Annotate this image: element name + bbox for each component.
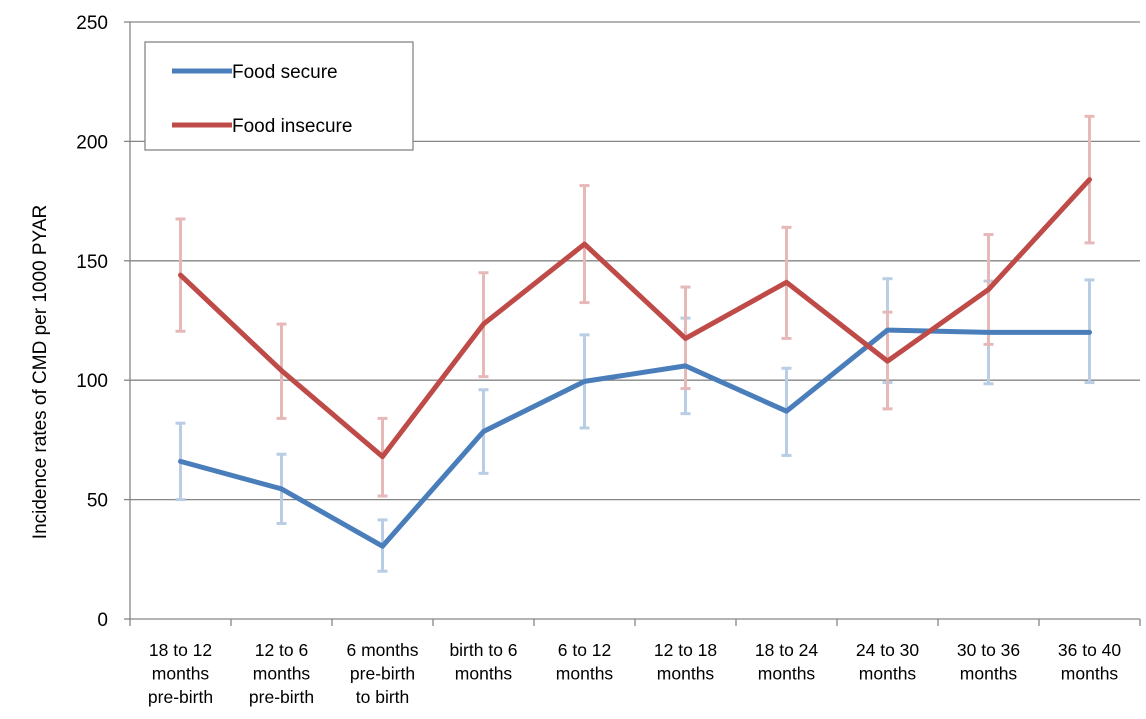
x-tick-label-line: birth to 6 — [449, 640, 517, 660]
y-axis-tick-labels: 0 50 100 150 200 250 — [76, 13, 108, 631]
x-tick-label-line: months — [455, 664, 513, 684]
y-tick-label-0: 0 — [97, 610, 108, 631]
x-tick-label-8: 30 to 36 months — [957, 640, 1020, 684]
x-tick-label-line: months — [960, 664, 1018, 684]
x-tick-label-line: 6 months — [347, 640, 419, 660]
x-tick-label-line: 18 to 24 — [755, 640, 819, 660]
y-tick-label-250: 250 — [76, 13, 108, 34]
x-tick-label-0: 18 to 12 months pre-birth — [148, 640, 213, 707]
x-tick-label-line: months — [859, 664, 917, 684]
x-tick-label-line: months — [657, 664, 715, 684]
x-tick-label-line: months — [556, 664, 614, 684]
x-tick-label-4: 6 to 12 months — [556, 640, 614, 684]
series-lines — [178, 177, 1092, 549]
x-tick-label-3: birth to 6 months — [449, 640, 517, 684]
x-axis-tick-labels: 18 to 12 months pre-birth 12 to 6 months pre-… — [148, 640, 1121, 707]
x-tick-label-line: pre-birth — [148, 687, 213, 707]
x-tick-label-7: 24 to 30 months — [856, 640, 920, 684]
x-tick-label-6: 18 to 24 months — [755, 640, 819, 684]
y-axis-label: Incidence rates of CMD per 1000 PYAR — [30, 205, 51, 539]
y-tick-label-200: 200 — [76, 132, 108, 153]
x-tick-label-1: 12 to 6 months pre-birth — [249, 640, 314, 707]
legend-label-food-secure: Food secure — [232, 62, 338, 83]
legend: Food secure Food insecure — [144, 41, 414, 151]
x-tick-label-2: 6 months pre-birth to birth — [347, 640, 419, 707]
y-tick-label-150: 150 — [76, 252, 108, 273]
x-tick-label-line: 6 to 12 — [558, 640, 612, 660]
x-tick-label-line: 12 to 18 — [654, 640, 717, 660]
x-tick-label-line: 12 to 6 — [255, 640, 309, 660]
x-tick-label-9: 36 to 40 months — [1058, 640, 1122, 684]
x-tick-label-line: 36 to 40 — [1058, 640, 1122, 660]
legend-box — [144, 41, 414, 151]
series-line-food-insecure — [178, 177, 1092, 460]
axes — [124, 21, 1141, 626]
x-tick-label-line: pre-birth — [249, 687, 314, 707]
x-tick-label-line: 30 to 36 — [957, 640, 1020, 660]
x-tick-label-line: months — [152, 664, 210, 684]
x-tick-label-line: 18 to 12 — [149, 640, 212, 660]
x-tick-label-line: months — [253, 664, 311, 684]
legend-label-food-insecure: Food insecure — [232, 116, 352, 137]
y-tick-label-100: 100 — [76, 371, 108, 392]
x-tick-label-line: pre-birth — [350, 664, 415, 684]
error-bars — [175, 114, 1095, 573]
x-tick-label-line: to birth — [356, 687, 410, 707]
x-tick-label-line: months — [1061, 664, 1119, 684]
y-tick-label-50: 50 — [87, 491, 108, 512]
x-tick-label-line: 24 to 30 — [856, 640, 920, 660]
x-tick-label-5: 12 to 18 months — [654, 640, 717, 684]
x-tick-label-line: months — [758, 664, 816, 684]
series-line-food-secure — [178, 327, 1092, 549]
